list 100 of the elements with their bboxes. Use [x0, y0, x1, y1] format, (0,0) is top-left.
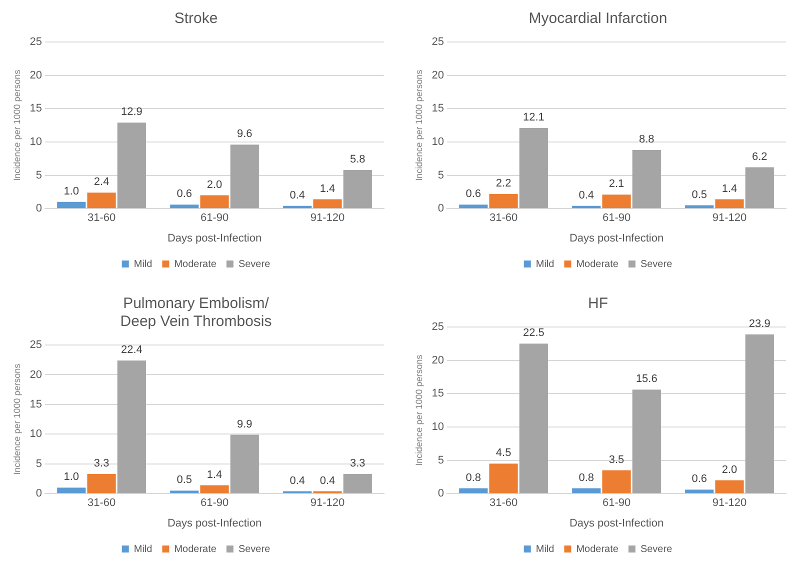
x-tick-label: 61-90	[200, 212, 229, 224]
data-label: 3.3	[94, 458, 110, 470]
x-tick-label: 31-60	[489, 497, 518, 510]
bar	[602, 194, 631, 208]
chart-title: Stroke	[174, 10, 218, 28]
bar	[489, 194, 518, 208]
bar	[519, 128, 548, 208]
y-tick-label: 25	[30, 36, 42, 48]
y-tick-label: 5	[36, 458, 42, 470]
chart-title: Myocardial Infarction	[528, 10, 668, 28]
data-label: 12.1	[522, 111, 544, 124]
x-tick-label: 91-120	[310, 212, 345, 224]
bar	[745, 167, 774, 208]
data-label: 0.4	[290, 189, 306, 202]
chart-title: HF	[588, 295, 608, 312]
bar	[87, 474, 116, 494]
bar	[200, 485, 229, 494]
data-label: 9.9	[237, 418, 252, 430]
y-tick-label: 15	[432, 388, 444, 400]
y-tick-label: 10	[30, 136, 42, 148]
x-axis-title: Days post-Infection	[167, 517, 262, 530]
bar	[685, 490, 714, 494]
bar	[117, 360, 146, 494]
x-tick-label: 61-90	[602, 212, 631, 224]
x-tick-label: 31-60	[87, 497, 116, 510]
legend-label: Severe	[238, 258, 271, 270]
data-label: 0.6	[466, 188, 482, 200]
data-label: 0.5	[692, 188, 708, 201]
data-label: 1.4	[206, 468, 222, 481]
y-tick-label: 25	[30, 339, 42, 352]
data-label: 2.4	[94, 176, 110, 188]
data-label: 5.8	[350, 153, 366, 166]
y-axis-title: Incidence per 1000 persons	[12, 69, 22, 181]
y-tick-label: 10	[432, 420, 444, 433]
x-tick-label: 91-120	[712, 212, 747, 224]
data-label: 0.8	[578, 472, 594, 484]
data-label: 12.9	[120, 106, 142, 118]
legend-label: Moderate	[174, 544, 217, 555]
data-label: 22.5	[522, 327, 544, 340]
x-tick-label: 91-120	[712, 497, 747, 510]
legend-label: Severe	[238, 544, 271, 555]
data-label: 3.5	[608, 454, 624, 466]
y-axis-title: Incidence per 1000 persons	[414, 69, 424, 181]
bar	[283, 206, 312, 208]
y-tick-label: 20	[432, 69, 444, 82]
data-label: 3.3	[350, 458, 366, 470]
x-tick-label: 31-60	[489, 212, 518, 224]
y-tick-label: 20	[432, 354, 444, 366]
y-tick-label: 0	[438, 488, 444, 500]
bar	[117, 122, 146, 208]
data-label: 1.4	[320, 182, 336, 195]
x-tick-label: 91-120	[310, 497, 345, 510]
bar	[572, 488, 601, 494]
y-tick-label: 5	[438, 169, 444, 182]
bar	[87, 192, 116, 208]
legend-label: Mild	[134, 258, 152, 270]
data-label: 2.2	[496, 177, 512, 190]
x-tick-label: 31-60	[87, 212, 116, 224]
chart-title: Pulmonary Embolism/ Deep Vein Thrombosis	[120, 295, 272, 330]
x-axis-title: Days post-Infection	[569, 232, 664, 244]
x-tick-label: 61-90	[200, 497, 229, 510]
y-tick-label: 5	[36, 169, 42, 182]
data-label: 0.4	[290, 474, 306, 487]
y-tick-label: 0	[36, 202, 42, 215]
y-tick-label: 15	[432, 102, 444, 115]
bar	[632, 150, 661, 208]
bar	[459, 204, 488, 208]
bar	[230, 434, 259, 494]
x-axis-title: Days post-Infection	[569, 517, 664, 530]
legend-label: Moderate	[174, 258, 217, 270]
bar	[519, 344, 548, 494]
y-tick-label: 0	[438, 202, 444, 215]
y-tick-label: 20	[30, 368, 42, 381]
legend-label: Moderate	[576, 544, 619, 555]
x-tick-label: 61-90	[602, 497, 631, 510]
data-label: 0.8	[466, 472, 482, 484]
data-label: 0.6	[692, 473, 708, 486]
data-label: 22.4	[120, 344, 142, 356]
y-tick-label: 20	[30, 69, 42, 82]
legend-label: Mild	[536, 544, 554, 555]
bar	[170, 490, 199, 494]
data-label: 2.1	[608, 178, 624, 190]
bar	[602, 470, 631, 494]
bar	[343, 170, 372, 208]
bar	[489, 464, 518, 494]
y-tick-label: 0	[36, 488, 42, 500]
legend-label: Moderate	[576, 258, 619, 270]
bar	[57, 488, 86, 494]
bar	[715, 199, 744, 208]
legend-label: Mild	[134, 544, 152, 555]
y-tick-label: 25	[432, 321, 444, 334]
bar	[745, 334, 774, 494]
bar	[230, 144, 259, 208]
y-tick-label: 5	[438, 454, 444, 466]
data-label: 8.8	[639, 133, 654, 146]
legend-label: Mild	[536, 258, 554, 270]
y-tick-label: 15	[30, 102, 42, 115]
bar	[170, 204, 199, 208]
data-label: 2.0	[206, 178, 222, 191]
bar	[343, 474, 372, 494]
